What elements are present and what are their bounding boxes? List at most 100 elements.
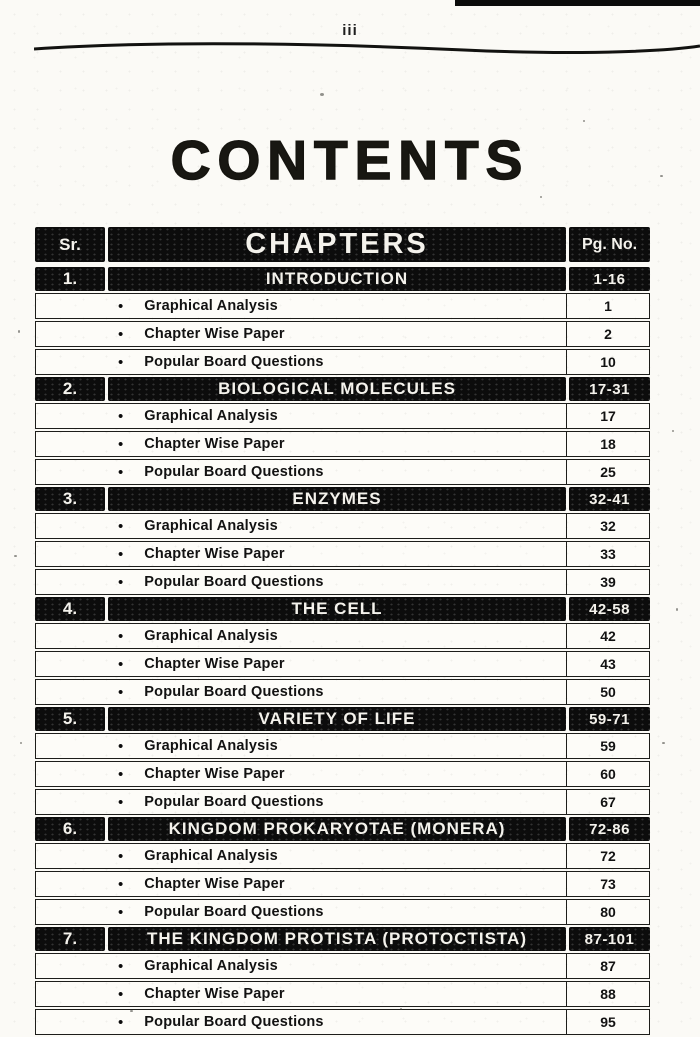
- table-row: • Chapter Wise Paper 73: [35, 871, 650, 897]
- chapter-title: THE KINGDOM PROTISTA (PROTOCTISTA): [108, 927, 566, 951]
- chapter-number: 1.: [35, 267, 105, 291]
- noise-speck: [660, 175, 663, 177]
- bullet-icon: •: [118, 683, 124, 701]
- chapter-page-range: 32-41: [569, 487, 650, 511]
- chapter-block-4: 4. THE CELL 42-58 • Graphical Analysis 42…: [35, 597, 650, 705]
- item-page: 39: [566, 570, 649, 594]
- item-page: 33: [566, 542, 649, 566]
- chapter-number: 4.: [35, 597, 105, 621]
- item-page: 95: [566, 1010, 649, 1034]
- noise-speck: [540, 196, 542, 198]
- item-page: 60: [566, 762, 649, 786]
- table-row: • Graphical Analysis 17: [35, 403, 650, 429]
- item-page: 72: [566, 844, 649, 868]
- item-label: Popular Board Questions: [144, 794, 324, 810]
- chapter-title: VARIETY OF LIFE: [108, 707, 566, 731]
- item-page: 17: [566, 404, 649, 428]
- chapter-block-7: 7. THE KINGDOM PROTISTA (PROTOCTISTA) 87…: [35, 927, 650, 1035]
- table-row: • Graphical Analysis 59: [35, 733, 650, 759]
- item-label: Graphical Analysis: [144, 628, 278, 644]
- noise-speck: [20, 742, 22, 744]
- noise-speck: [400, 1008, 402, 1010]
- chapter-page-range: 42-58: [569, 597, 650, 621]
- header-rule: [34, 42, 700, 55]
- chapter-number: 7.: [35, 927, 105, 951]
- item-label: Chapter Wise Paper: [144, 546, 285, 562]
- table-row: • Chapter Wise Paper 88: [35, 981, 650, 1007]
- item-label: Chapter Wise Paper: [144, 656, 285, 672]
- bullet-icon: •: [118, 903, 124, 921]
- table-row: • Chapter Wise Paper 2: [35, 321, 650, 347]
- item-label: Popular Board Questions: [144, 574, 324, 590]
- chapter-title-row: 5. VARIETY OF LIFE 59-71: [35, 707, 650, 731]
- chapter-title-row: 6. KINGDOM PROKARYOTAE (MONERA) 72-86: [35, 817, 650, 841]
- item-label: Popular Board Questions: [144, 464, 324, 480]
- table-row: • Chapter Wise Paper 43: [35, 651, 650, 677]
- bullet-icon: •: [118, 875, 124, 893]
- table-row: • Popular Board Questions 50: [35, 679, 650, 705]
- item-page: 50: [566, 680, 649, 704]
- chapter-page-range: 1-16: [569, 267, 650, 291]
- item-page: 43: [566, 652, 649, 676]
- table-row: • Chapter Wise Paper 60: [35, 761, 650, 787]
- bullet-icon: •: [118, 985, 124, 1003]
- scan-artifact-top-strip: [455, 0, 700, 6]
- noise-speck: [14, 555, 17, 557]
- bullet-icon: •: [118, 957, 124, 975]
- table-header-row: Sr. CHAPTERS Pg. No.: [35, 227, 650, 262]
- item-label: Popular Board Questions: [144, 354, 324, 370]
- item-page: 67: [566, 790, 649, 814]
- item-page: 18: [566, 432, 649, 456]
- item-label: Chapter Wise Paper: [144, 876, 285, 892]
- table-row: • Popular Board Questions 25: [35, 459, 650, 485]
- item-page: 2: [566, 322, 649, 346]
- bullet-icon: •: [118, 435, 124, 453]
- table-row: • Popular Board Questions 67: [35, 789, 650, 815]
- bullet-icon: •: [118, 297, 124, 315]
- item-page: 42: [566, 624, 649, 648]
- item-label: Chapter Wise Paper: [144, 986, 285, 1002]
- noise-speck: [18, 330, 20, 333]
- table-row: • Popular Board Questions 39: [35, 569, 650, 595]
- item-page: 32: [566, 514, 649, 538]
- chapter-block-1: 1. INTRODUCTION 1-16 • Graphical Analysis…: [35, 267, 650, 375]
- bullet-icon: •: [118, 545, 124, 563]
- bullet-icon: •: [118, 407, 124, 425]
- bullet-icon: •: [118, 517, 124, 535]
- chapter-title: ENZYMES: [108, 487, 566, 511]
- chapter-block-3: 3. ENZYMES 32-41 • Graphical Analysis 32 …: [35, 487, 650, 595]
- chapter-number: 6.: [35, 817, 105, 841]
- bullet-icon: •: [118, 463, 124, 481]
- item-label: Chapter Wise Paper: [144, 436, 285, 452]
- chapter-number: 2.: [35, 377, 105, 401]
- chapter-number: 3.: [35, 487, 105, 511]
- header-pg-no: Pg. No.: [569, 227, 650, 262]
- item-label: Popular Board Questions: [144, 684, 324, 700]
- bullet-icon: •: [118, 737, 124, 755]
- chapter-block-6: 6. KINGDOM PROKARYOTAE (MONERA) 72-86 • G…: [35, 817, 650, 925]
- contents-table: Sr. CHAPTERS Pg. No. 1. INTRODUCTION 1-1…: [35, 227, 650, 1037]
- item-page: 73: [566, 872, 649, 896]
- table-row: • Popular Board Questions 95: [35, 1009, 650, 1035]
- table-row: • Popular Board Questions 80: [35, 899, 650, 925]
- chapter-title: KINGDOM PROKARYOTAE (MONERA): [108, 817, 566, 841]
- table-row: • Graphical Analysis 1: [35, 293, 650, 319]
- bullet-icon: •: [118, 627, 124, 645]
- item-label: Chapter Wise Paper: [144, 766, 285, 782]
- chapter-title-row: 1. INTRODUCTION 1-16: [35, 267, 650, 291]
- item-label: Popular Board Questions: [144, 1014, 324, 1030]
- noise-speck: [676, 608, 678, 611]
- bullet-icon: •: [118, 765, 124, 783]
- item-label: Graphical Analysis: [144, 848, 278, 864]
- table-row: • Graphical Analysis 72: [35, 843, 650, 869]
- chapter-title-row: 4. THE CELL 42-58: [35, 597, 650, 621]
- chapter-title: THE CELL: [108, 597, 566, 621]
- noise-speck: [672, 430, 674, 432]
- chapter-title-row: 7. THE KINGDOM PROTISTA (PROTOCTISTA) 87…: [35, 927, 650, 951]
- chapter-title: BIOLOGICAL MOLECULES: [108, 377, 566, 401]
- item-label: Graphical Analysis: [144, 408, 278, 424]
- header-sr: Sr.: [35, 227, 105, 262]
- table-row: • Graphical Analysis 87: [35, 953, 650, 979]
- bullet-icon: •: [118, 353, 124, 371]
